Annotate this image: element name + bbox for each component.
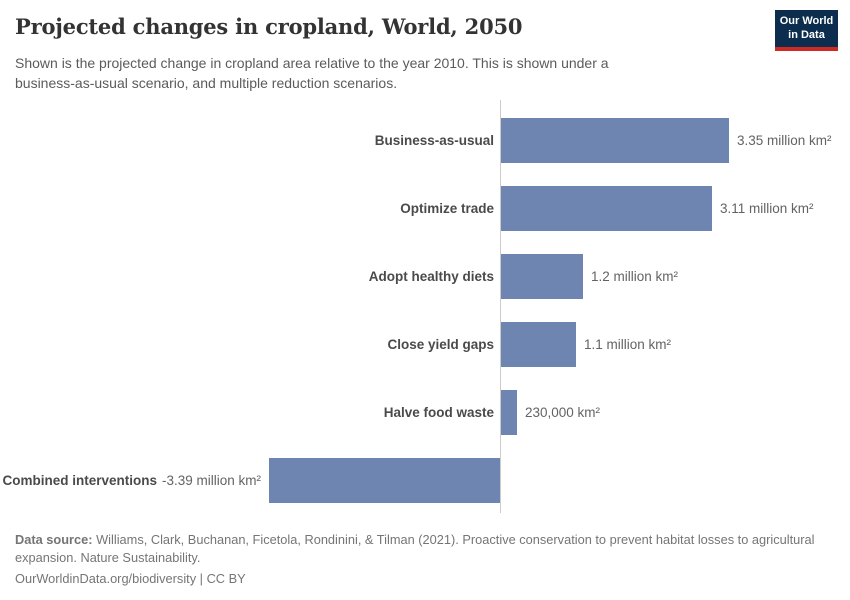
value-label-close-yield-gaps: 1.1 million km² (584, 337, 672, 352)
category-label-close-yield-gaps: Close yield gaps (387, 337, 494, 352)
page-title: Projected changes in cropland, World, 20… (15, 14, 523, 39)
chart-footer: Data source: Williams, Clark, Buchanan, … (15, 531, 837, 588)
zero-axis-line (500, 100, 501, 513)
bar-close-yield-gaps (501, 322, 576, 367)
category-label-combined-interventions: Combined interventions -3.39 million km² (2, 458, 261, 503)
value-label-adopt-healthy-diets: 1.2 million km² (591, 269, 679, 284)
value-label-business-as-usual: 3.35 million km² (737, 133, 832, 148)
category-label-optimize-trade: Optimize trade (400, 201, 494, 216)
data-source-text: Williams, Clark, Buchanan, Ficetola, Ron… (15, 532, 815, 566)
value-label-combined-interventions: -3.39 million km² (161, 473, 261, 488)
category-label-business-as-usual: Business-as-usual (374, 133, 494, 148)
value-label-optimize-trade: 3.11 million km² (720, 201, 814, 216)
bar-halve-food-waste (501, 390, 517, 435)
owid-logo[interactable]: Our World in Data (775, 10, 838, 51)
bar-optimize-trade (501, 186, 712, 231)
category-label-adopt-healthy-diets: Adopt healthy diets (368, 269, 494, 284)
owid-logo-line1: Our World (779, 15, 834, 27)
bar-business-as-usual (501, 118, 729, 163)
license-link[interactable]: CC BY (206, 571, 246, 587)
category-label-halve-food-waste: Halve food waste (383, 405, 494, 420)
data-source-note: Data source: Williams, Clark, Buchanan, … (15, 531, 837, 567)
attribution-separator: | (196, 571, 207, 587)
category-text: Combined interventions (2, 473, 157, 488)
attribution-line: OurWorldinData.org/biodiversity | CC BY (15, 570, 837, 588)
bar-combined-interventions (269, 458, 500, 503)
owid-logo-line2: in Data (788, 28, 825, 41)
data-source-label: Data source: (15, 532, 93, 547)
owid-url-link[interactable]: OurWorldinData.org/biodiversity (15, 571, 197, 587)
chart-subtitle: Shown is the projected change in croplan… (15, 55, 609, 91)
value-label-halve-food-waste: 230,000 km² (525, 405, 601, 420)
bar-chart: Business-as-usual 3.35 million km² Optimiz… (0, 100, 850, 520)
bar-adopt-healthy-diets (501, 254, 583, 299)
